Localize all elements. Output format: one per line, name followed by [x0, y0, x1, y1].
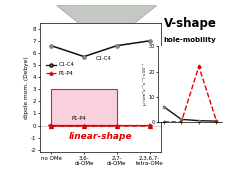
Text: C1-C4: C1-C4	[96, 56, 111, 61]
Y-axis label: dipole mom. (Debye): dipole mom. (Debye)	[24, 56, 29, 119]
Text: V-shape: V-shape	[163, 17, 216, 30]
Text: linear-shape: linear-shape	[69, 132, 132, 141]
Y-axis label: μ (cm²v⁻¹s⁻¹) x10⁻⁴: μ (cm²v⁻¹s⁻¹) x10⁻⁴	[143, 63, 147, 105]
Bar	[51, 89, 117, 125]
Text: hole-mobility: hole-mobility	[164, 37, 217, 43]
Text: P1-P4: P1-P4	[72, 116, 86, 121]
Legend: C1-C4, P1-P4: C1-C4, P1-P4	[44, 60, 76, 78]
